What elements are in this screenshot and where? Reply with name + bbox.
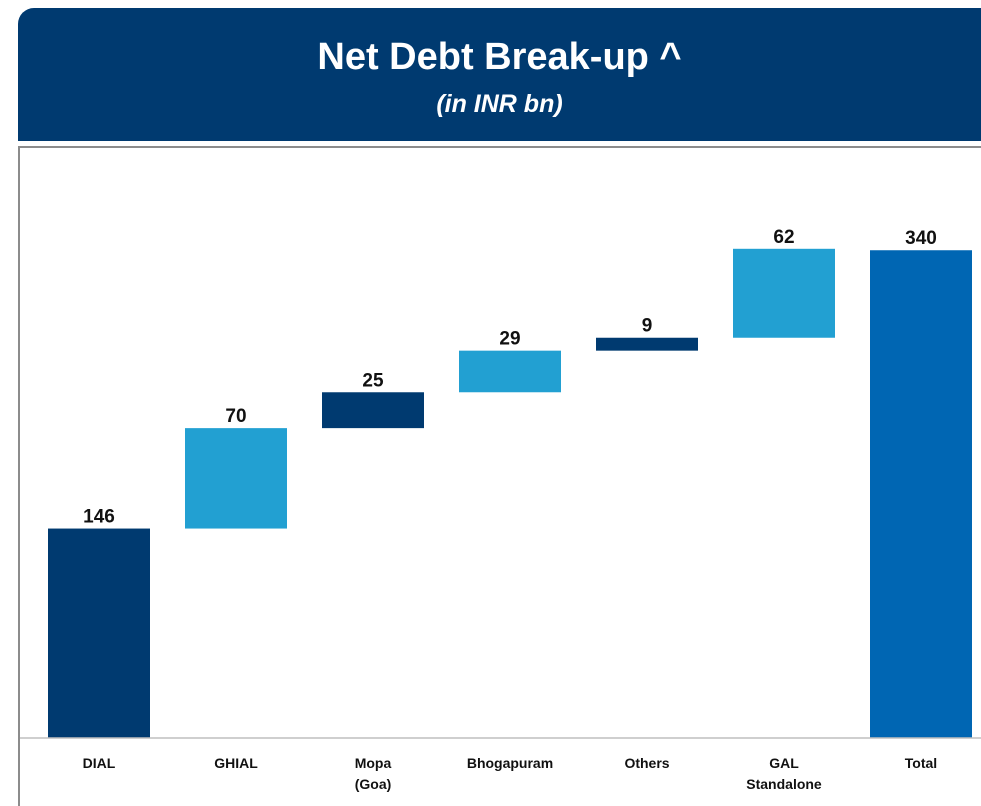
data-label: 70 [225, 406, 246, 427]
chart-subtitle: (in INR bn) [436, 90, 563, 118]
bar [459, 350, 561, 393]
data-label: 29 [499, 329, 520, 350]
category-label: Bhogapuram [467, 755, 553, 771]
data-label: 25 [362, 370, 384, 391]
category-label: Mopa (Goa) [355, 755, 392, 792]
bar [870, 250, 972, 738]
data-label: 9 [642, 316, 653, 337]
chart-title: Net Debt Break-up ^ [317, 36, 682, 78]
bar [322, 392, 424, 429]
bar [48, 528, 150, 738]
chart-frame [18, 146, 981, 806]
category-label: GHIAL [214, 755, 258, 771]
category-label: Others [624, 755, 669, 771]
bar [185, 428, 287, 529]
category-label: GAL Standalone [746, 755, 822, 792]
bar [733, 248, 835, 338]
data-label: 340 [905, 228, 937, 249]
bar [596, 337, 698, 351]
data-label: 62 [773, 227, 794, 248]
category-label: DIAL [83, 755, 116, 771]
chart-header: Net Debt Break-up ^ (in INR bn) [18, 8, 981, 141]
data-label: 146 [83, 507, 115, 528]
category-label: Total [905, 755, 937, 771]
